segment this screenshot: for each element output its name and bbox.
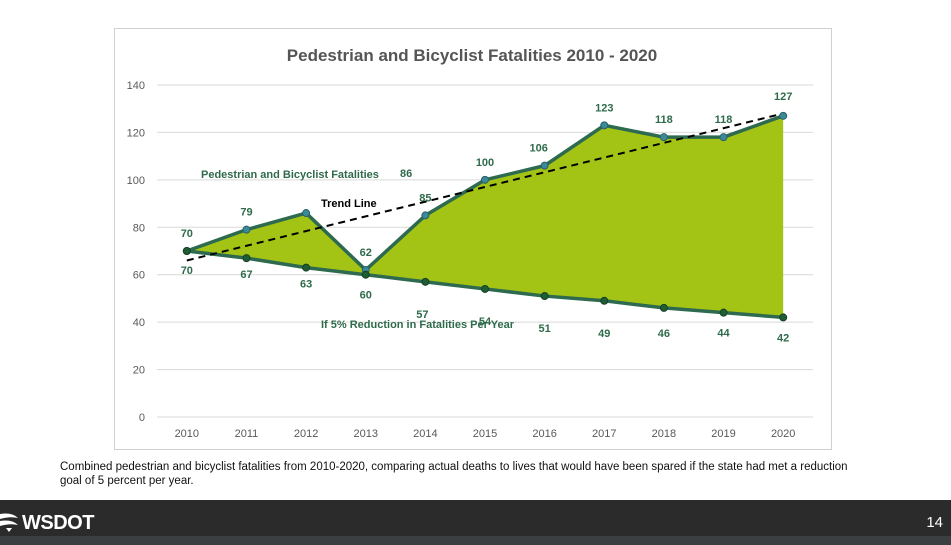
actual-data-label: 86 xyxy=(400,168,412,180)
target-data-point xyxy=(719,308,728,317)
target-data-label: 54 xyxy=(479,316,492,328)
footer-stripe xyxy=(0,536,951,545)
x-tick-label: 2011 xyxy=(235,428,259,440)
target-data-label: 70 xyxy=(181,265,193,277)
target-data-label: 60 xyxy=(360,290,372,302)
area-layer xyxy=(186,115,784,318)
x-tick-label: 2018 xyxy=(652,428,676,440)
actual-data-label: 85 xyxy=(419,192,431,204)
x-tick-label: 2013 xyxy=(353,428,377,440)
axis-layer: 0 20 40 60 80 100 120 140 2010 2011 2012 2013 2014 20… xyxy=(127,80,796,440)
target-data-point xyxy=(302,263,311,272)
chart-frame: Pedestrian and Bicyclist Fatalities 2010… xyxy=(114,28,832,450)
actual-data-label: 118 xyxy=(715,114,733,126)
actual-data-label: 127 xyxy=(774,91,792,103)
chart-title: Pedestrian and Bicyclist Fatalities 2010… xyxy=(287,46,657,65)
target-data-label: 57 xyxy=(416,309,428,321)
actual-data-label: 79 xyxy=(240,207,252,219)
marker-layer xyxy=(182,111,788,322)
target-data-point xyxy=(779,313,788,322)
x-tick-label: 2015 xyxy=(473,428,497,440)
y-tick-label: 0 xyxy=(139,412,145,424)
x-tick-label: 2016 xyxy=(532,428,556,440)
y-tick-label: 20 xyxy=(133,365,145,377)
actual-data-label: 106 xyxy=(529,143,547,155)
target-data-label: 51 xyxy=(539,323,551,335)
target-data-label: 63 xyxy=(300,279,312,291)
series-label-actual: Pedestrian and Bicyclist Fatalities xyxy=(201,169,379,181)
actual-data-point xyxy=(659,133,668,142)
y-tick-label: 120 xyxy=(127,127,145,139)
chart-caption: Combined pedestrian and bicyclist fatali… xyxy=(60,461,848,487)
y-tick-label: 100 xyxy=(127,175,145,187)
actual-data-point xyxy=(421,211,430,220)
x-tick-label: 2020 xyxy=(771,428,795,440)
target-data-point xyxy=(481,284,489,293)
chart-svg: Pedestrian and Bicyclist Fatalities 2010… xyxy=(127,46,813,440)
actual-data-label: 123 xyxy=(595,102,613,114)
x-tick-label: 2012 xyxy=(294,428,318,440)
y-tick-label: 40 xyxy=(133,317,145,329)
series-label-target: If 5% Reduction in Fatalities Per Year xyxy=(321,319,515,331)
actual-data-point xyxy=(719,133,728,142)
wsdot-logo-text: WSDOT xyxy=(22,511,94,534)
x-tick-label: 2019 xyxy=(711,428,735,440)
page-number: 14 xyxy=(926,514,943,531)
target-data-label: 46 xyxy=(658,328,670,340)
target-data-point xyxy=(659,303,668,312)
target-data-label: 49 xyxy=(598,328,610,340)
target-data-point xyxy=(600,296,609,305)
actual-data-label: 100 xyxy=(476,157,494,169)
target-data-point xyxy=(540,292,549,301)
actual-data-point xyxy=(302,209,311,218)
wsdot-swoosh-icon xyxy=(0,510,20,537)
y-tick-label: 60 xyxy=(133,270,145,282)
trend-line xyxy=(186,112,784,262)
y-tick-label: 140 xyxy=(127,80,145,92)
label-layer: 70 79 86 62 85 100 106 123 118 118 127 70 67 63 60 57 54… xyxy=(181,91,793,345)
actual-data-point xyxy=(481,175,489,184)
x-tick-label: 2010 xyxy=(175,428,199,440)
y-tick-label: 80 xyxy=(133,222,145,234)
actual-data-label: 62 xyxy=(360,247,372,259)
actual-data-point xyxy=(540,161,549,170)
trend-line-label: Trend Line xyxy=(321,198,377,210)
actual-data-label: 70 xyxy=(181,228,193,240)
target-data-point xyxy=(182,247,191,255)
target-data-label: 44 xyxy=(717,328,730,340)
target-data-label: 67 xyxy=(240,269,252,281)
actual-data-point xyxy=(779,111,788,120)
target-data-point xyxy=(361,270,370,279)
x-tick-label: 2014 xyxy=(413,428,437,440)
actual-data-point xyxy=(600,121,609,130)
target-data-point xyxy=(242,254,251,263)
wsdot-logo: WSDOT xyxy=(0,510,94,536)
fatalities-gap-area xyxy=(186,115,784,318)
target-data-point xyxy=(421,277,430,286)
actual-data-label: 118 xyxy=(655,114,673,126)
target-data-label: 42 xyxy=(777,332,789,344)
actual-data-point xyxy=(242,225,251,234)
x-tick-label: 2017 xyxy=(592,428,616,440)
